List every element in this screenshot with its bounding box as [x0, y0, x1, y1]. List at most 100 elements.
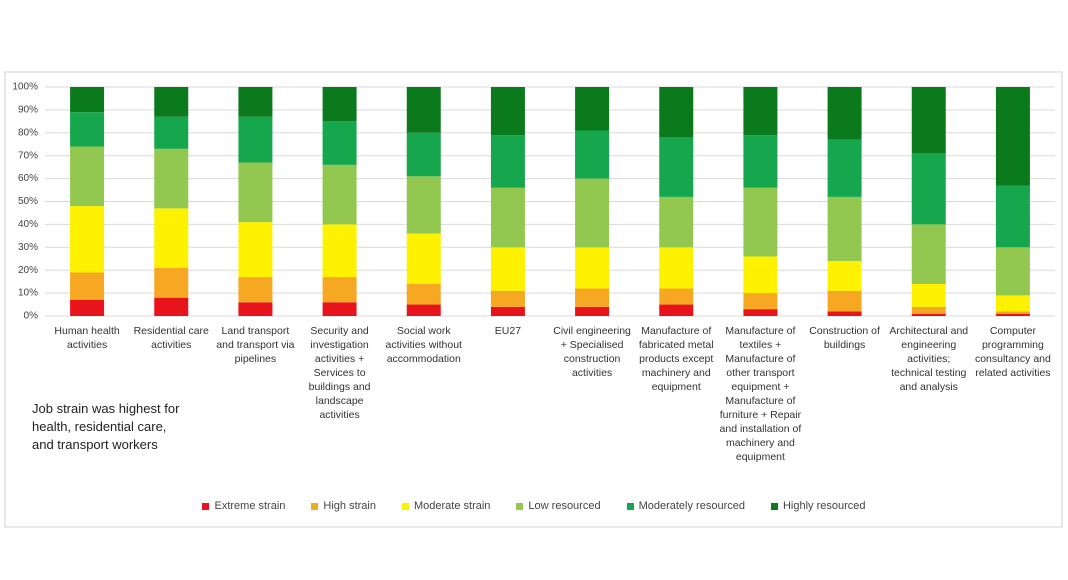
legend-item: Highly resourced: [770, 500, 866, 512]
bar-segment: [659, 304, 694, 316]
legend-item: Moderately resourced: [626, 500, 745, 512]
bar-segment: [659, 247, 694, 289]
y-tick-label: 10%: [18, 288, 38, 299]
legend-label: Moderately resourced: [638, 500, 745, 512]
bar-segment: [490, 187, 525, 248]
bar-segment: [575, 247, 610, 289]
bar-segment: [659, 137, 694, 197]
legend-label: Moderate strain: [413, 500, 491, 512]
x-tick-label: Manufacture of fabricated metal products…: [638, 325, 714, 393]
bar-segment: [743, 293, 778, 310]
bar-segment: [575, 130, 610, 179]
bar-segment: [995, 311, 1030, 314]
bar-segment: [827, 290, 862, 312]
x-tick-label: Land transport and transport via pipelin…: [216, 325, 295, 365]
bar-segment: [827, 311, 862, 316]
bar-segment: [154, 267, 189, 298]
legend-label: Low resourced: [528, 500, 601, 512]
legend-swatch: [311, 502, 319, 510]
bar-segment: [238, 116, 273, 163]
x-tick-label: EU27: [494, 325, 522, 337]
bar-segment: [70, 146, 105, 207]
legend-swatch: [626, 502, 634, 510]
y-tick-label: 80%: [18, 127, 38, 138]
bar-segment: [238, 302, 273, 316]
legend-swatch: [770, 502, 778, 510]
bar-segment: [995, 313, 1030, 316]
bar-segment: [70, 87, 105, 113]
bar-segment: [911, 224, 946, 284]
x-tick-label: Human health activities: [54, 325, 120, 351]
y-tick-label: 50%: [18, 196, 38, 207]
bar-segment: [322, 121, 357, 165]
legend-label: High strain: [323, 500, 376, 512]
y-tick-label: 100%: [12, 82, 38, 93]
bar-segment: [322, 277, 357, 303]
bar-segment: [406, 132, 441, 177]
x-tick-label: Architectural and engineering activities…: [889, 325, 969, 393]
bar-segment: [995, 295, 1030, 312]
bar-segment: [238, 162, 273, 223]
x-tick-label: Social work activities without accommoda…: [385, 325, 462, 365]
bar-segment: [911, 153, 946, 225]
bar-segment: [743, 135, 778, 188]
legend-swatch: [516, 502, 524, 510]
legend-swatch: [401, 502, 409, 510]
bar-segment: [575, 306, 610, 316]
bar-segment: [659, 288, 694, 305]
legend: Extreme strain High strain Moderate strain…: [0, 500, 1068, 512]
bar-segment: [575, 288, 610, 307]
bar-segment: [827, 196, 862, 262]
y-tick-label: 20%: [18, 265, 38, 276]
bar-segment: [911, 283, 946, 307]
bar-segment: [322, 87, 357, 122]
x-tick-label: Computer programming consultancy and rel…: [974, 325, 1051, 379]
bar-segment: [70, 299, 105, 316]
bar-segment: [406, 283, 441, 305]
bar-segment: [911, 306, 946, 314]
y-tick-label: 0%: [24, 311, 39, 322]
bar-segment: [70, 206, 105, 273]
chart-border: [4, 71, 1063, 528]
bar-segment: [154, 208, 189, 268]
bar-segment: [575, 87, 610, 131]
bar-segment: [70, 112, 105, 147]
bar-segment: [490, 247, 525, 291]
legend-item: Moderate strain: [401, 500, 491, 512]
legend-item: Extreme strain: [202, 500, 285, 512]
bar-segment: [743, 256, 778, 294]
y-tick-label: 30%: [18, 242, 38, 253]
bar-segment: [154, 116, 189, 149]
bar-segment: [406, 233, 441, 284]
bar-segment: [575, 178, 610, 248]
bar-segment: [911, 313, 946, 316]
bar-segment: [911, 87, 946, 154]
bar-segment: [406, 176, 441, 234]
bar-segment: [827, 261, 862, 291]
x-tick-label: Civil engineering + Specialised construc…: [553, 325, 631, 379]
x-tick-label: Manufacture of textiles + Manufacture of…: [719, 325, 802, 463]
y-tick-label: 90%: [18, 105, 38, 116]
bar-segment: [238, 87, 273, 117]
bar-segment: [238, 277, 273, 303]
bar-segment: [827, 139, 862, 197]
bar-segment: [490, 135, 525, 188]
x-tick-label: Security and investigation activities + …: [308, 325, 371, 421]
bar-segment: [154, 148, 189, 209]
bar-segment: [322, 164, 357, 225]
x-tick-label: Construction of buildings: [809, 325, 880, 351]
y-tick-label: 60%: [18, 173, 38, 184]
bar-segment: [659, 87, 694, 138]
bar-segment: [490, 306, 525, 316]
bar-segment: [406, 304, 441, 316]
x-tick-label: Residential care activities: [133, 325, 209, 351]
bar-segment: [743, 87, 778, 136]
annotation: Job strain was highest for health, resid…: [32, 401, 180, 452]
bar-segment: [70, 272, 105, 300]
bar-segment: [995, 87, 1030, 186]
legend-swatch: [202, 502, 210, 510]
bar-segment: [154, 87, 189, 117]
bar-segment: [995, 247, 1030, 296]
